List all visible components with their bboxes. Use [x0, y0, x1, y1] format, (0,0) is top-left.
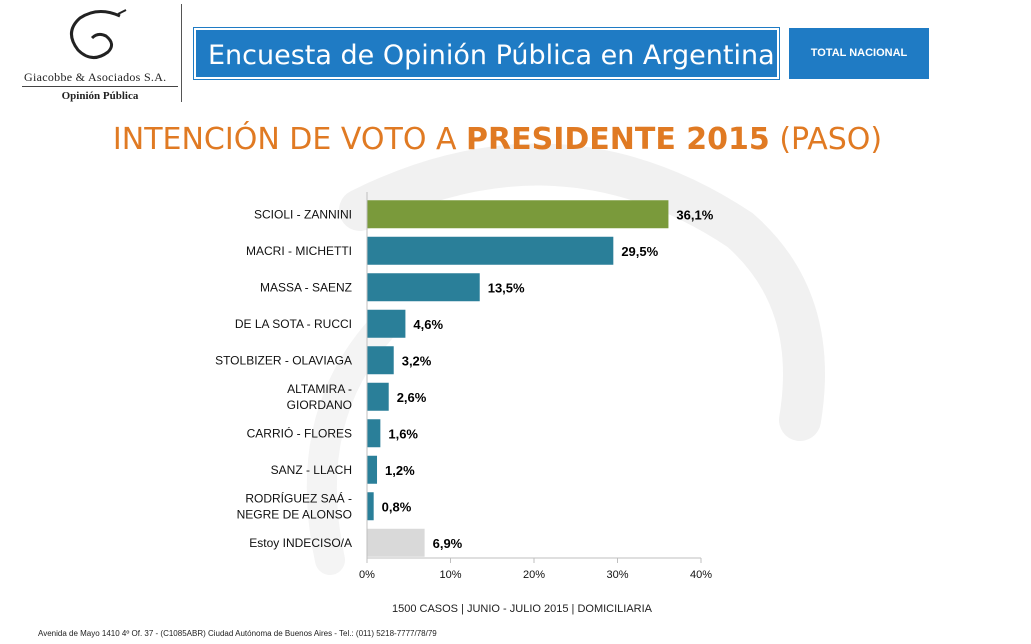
x-tick-label: 10% [439, 569, 461, 581]
category-label: RODRÍGUEZ SAÁ -NEGRE DE ALONSO [237, 490, 352, 521]
category-label: DE LA SOTA - RUCCI [235, 317, 352, 331]
bar [367, 455, 378, 484]
data-label: 0,8% [382, 499, 412, 514]
bar [367, 528, 425, 557]
data-label: 29,5% [621, 244, 658, 259]
data-label: 3,2% [402, 353, 432, 368]
data-label: 2,6% [397, 390, 427, 405]
category-label: CARRIÓ - FLORES [247, 425, 352, 440]
bar [367, 236, 614, 265]
company-name: Giacobbe & Asociados S.A. [24, 70, 167, 84]
data-label: 1,2% [385, 463, 415, 478]
data-label: 13,5% [488, 280, 525, 295]
chart-title-part2: PRESIDENTE 2015 [466, 122, 770, 157]
logo-swirl-icon [70, 9, 127, 59]
company-logo: Giacobbe & Asociados S.A. Opinión Públic… [18, 6, 178, 102]
survey-footnote: 1500 CASOS | JUNIO - JULIO 2015 | DOMICI… [391, 603, 653, 615]
header-title: Encuesta de Opinión Pública en Argentina [194, 28, 779, 79]
x-tick-label: 40% [690, 569, 712, 581]
company-address: Avenida de Mayo 1410 4º Of. 37 - (C1085A… [38, 629, 437, 638]
logo-divider [22, 86, 178, 87]
x-tick-label: 30% [606, 569, 628, 581]
bar [367, 309, 406, 338]
bar [367, 382, 389, 411]
chart-title-part1: INTENCIÓN DE VOTO A [112, 122, 467, 157]
data-label: 1,6% [388, 426, 418, 441]
x-tick-label: 20% [523, 569, 545, 581]
category-label: Estoy INDECISO/A [249, 536, 352, 550]
data-label: 36,1% [676, 207, 713, 222]
chart-title-part3: (PASO) [769, 122, 883, 157]
bar [367, 200, 669, 229]
bar [367, 419, 381, 448]
x-tick-label: 0% [359, 569, 375, 581]
bar [367, 346, 394, 375]
bar [367, 492, 374, 521]
category-label: STOLBIZER - OLAVIAGA [215, 353, 352, 367]
bar [367, 273, 480, 302]
total-nacional-badge: TOTAL NACIONAL [789, 28, 929, 79]
chart-title: INTENCIÓN DE VOTO A PRESIDENTE 2015 (PAS… [0, 122, 995, 157]
header-divider [181, 4, 182, 102]
category-label: MASSA - SAENZ [260, 280, 352, 294]
category-label: ALTAMIRA -GIORDANO [287, 382, 352, 412]
category-label: SANZ - LLACH [271, 463, 352, 477]
company-subtitle: Opinión Pública [61, 90, 139, 102]
data-label: 6,9% [433, 536, 463, 551]
category-label: SCIOLI - ZANNINI [254, 207, 352, 221]
data-label: 4,6% [413, 317, 443, 332]
category-label: MACRI - MICHETTI [246, 244, 352, 258]
